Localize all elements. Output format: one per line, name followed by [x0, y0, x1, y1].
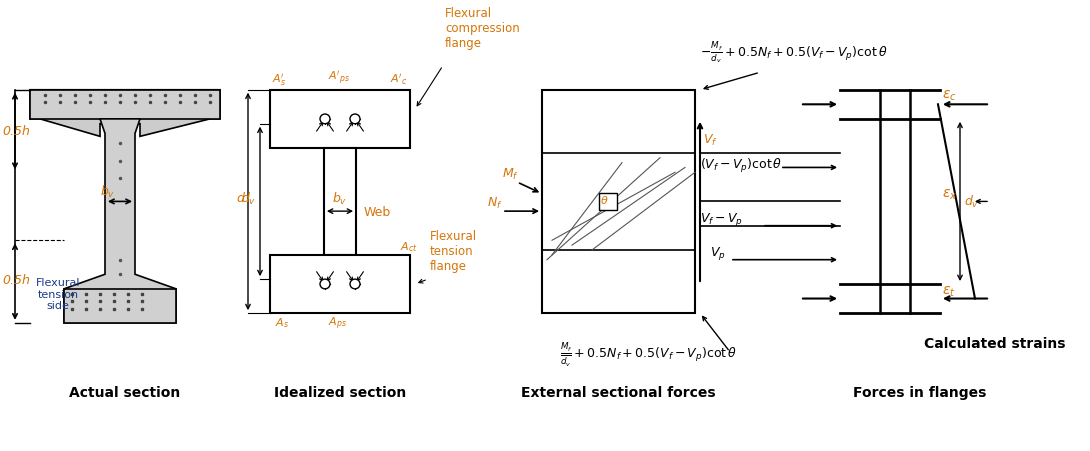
Bar [600, 193, 617, 211]
Bar [31, 91, 220, 120]
Text: Flexural
tension
flange: Flexural tension flange [429, 230, 477, 273]
Text: $\varepsilon_c$: $\varepsilon_c$ [942, 88, 957, 103]
Text: $A_{ct}$: $A_{ct}$ [400, 239, 417, 253]
Text: $b_v$: $b_v$ [332, 191, 348, 207]
Text: 0.5h: 0.5h [2, 273, 29, 286]
Circle shape [320, 115, 330, 124]
Circle shape [350, 115, 360, 124]
Text: Actual section: Actual section [70, 385, 181, 399]
Text: $A_s$: $A_s$ [275, 315, 289, 329]
Text: $(V_f-V_p)\cot\theta$: $(V_f-V_p)\cot\theta$ [700, 156, 783, 174]
Bar [542, 91, 695, 313]
Text: $A_{ps}$: $A_{ps}$ [328, 314, 347, 331]
Text: $V_f-V_p$: $V_f-V_p$ [700, 211, 743, 227]
Text: Web: Web [364, 205, 391, 218]
Text: $\theta$: $\theta$ [600, 194, 608, 206]
Text: $M_f$: $M_f$ [502, 167, 519, 182]
Text: Forces in flanges: Forces in flanges [853, 385, 986, 399]
Text: d: d [237, 192, 244, 205]
Bar [270, 91, 410, 149]
Bar [270, 255, 410, 313]
Text: $d_v$: $d_v$ [241, 190, 256, 206]
Text: $d_v$: $d_v$ [964, 194, 979, 210]
Text: $\varepsilon_t$: $\varepsilon_t$ [942, 284, 956, 299]
Text: Flexural
compression
flange: Flexural compression flange [445, 7, 520, 50]
Text: $A_s'$: $A_s'$ [272, 72, 286, 88]
Text: Calculated strains: Calculated strains [924, 336, 1066, 350]
Text: $N_f$: $N_f$ [487, 196, 502, 211]
Text: 0.5h: 0.5h [2, 125, 29, 138]
Text: $A'_c$: $A'_c$ [390, 72, 408, 87]
Text: $b_v$: $b_v$ [100, 183, 116, 199]
Polygon shape [64, 120, 175, 323]
Text: $\varepsilon_x$: $\varepsilon_x$ [942, 187, 957, 202]
Bar [64, 289, 175, 323]
Text: $V_f$: $V_f$ [703, 133, 717, 148]
Circle shape [350, 280, 360, 289]
Text: Idealized section: Idealized section [274, 385, 407, 399]
Text: $-\frac{M_f}{d_v}+0.5N_f+0.5(V_f-V_p)\cot\theta$: $-\frac{M_f}{d_v}+0.5N_f+0.5(V_f-V_p)\co… [700, 41, 887, 66]
Polygon shape [31, 91, 220, 137]
Bar [324, 149, 356, 255]
Text: Flexural
tension
side: Flexural tension side [36, 277, 81, 311]
Text: External sectional forces: External sectional forces [521, 385, 715, 399]
Circle shape [320, 280, 330, 289]
Text: $V_p$: $V_p$ [710, 244, 726, 261]
Text: $\frac{M_f}{\overline{d_v}}+0.5N_f+0.5(V_f-V_p)\cot\theta$: $\frac{M_f}{\overline{d_v}}+0.5N_f+0.5(V… [560, 341, 737, 369]
Text: $A'_{ps}$: $A'_{ps}$ [328, 69, 350, 87]
